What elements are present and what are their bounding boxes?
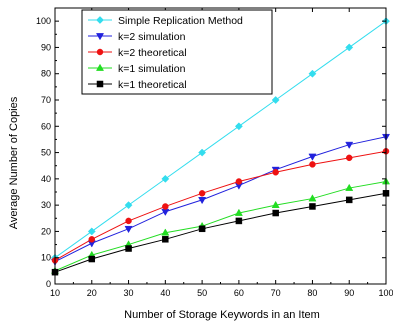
y-tick-label: 60: [41, 121, 51, 131]
data-point: [161, 208, 170, 217]
series-line: [54, 180, 387, 272]
x-tick-label: 50: [197, 288, 207, 298]
legend-label: Simple Replication Method: [118, 15, 243, 27]
data-point: [271, 200, 280, 208]
data-point: [308, 153, 317, 161]
data-point: [125, 245, 132, 252]
data-point: [235, 178, 243, 185]
x-tick-label: 80: [307, 288, 317, 298]
legend-label: k=1 theoretical: [118, 79, 187, 91]
data-point: [271, 96, 280, 104]
legend-entry: k=1 theoretical: [88, 79, 187, 91]
data-point: [198, 190, 206, 197]
data-point: [198, 225, 206, 233]
axes: 10 20 30 40 50 60 70 80 90 1000102030405060708090…: [36, 7, 393, 298]
data-point: [198, 197, 207, 205]
x-tick-label: 100: [378, 288, 393, 298]
data-point: [345, 154, 353, 162]
data-point: [125, 217, 132, 225]
series-line: [54, 150, 387, 261]
x-tick-label: 30: [124, 288, 134, 298]
x-axis-label: Number of Storage Keywords in an Item: [124, 309, 320, 321]
series-line: [54, 136, 387, 263]
legend-label: k=2 theoretical: [118, 47, 187, 59]
data-point: [124, 225, 133, 234]
series-1: [50, 133, 391, 266]
data-point: [162, 236, 169, 243]
series-line: [54, 192, 387, 273]
data-point: [308, 69, 317, 78]
y-tick-label: 0: [46, 279, 51, 289]
data-point: [124, 201, 133, 210]
data-point: [198, 148, 207, 157]
data-point: [308, 194, 317, 202]
x-tick-label: 70: [271, 288, 281, 298]
x-tick-label: 60: [234, 288, 244, 298]
data-point: [88, 255, 96, 263]
data-point: [272, 209, 279, 217]
y-tick-label: 50: [41, 148, 51, 158]
series-3: [50, 177, 391, 274]
legend-marker: [95, 33, 105, 41]
series-4: [51, 190, 390, 276]
legend: Simple Replication Method k=2 simulation k…: [81, 9, 273, 95]
series-line: [54, 20, 387, 259]
x-tick-label: 20: [87, 288, 97, 298]
series-2: [51, 148, 390, 264]
legend-entry: k=1 simulation: [88, 63, 186, 75]
legend-entry: Simple Replication Method: [88, 15, 243, 27]
data-point: [161, 174, 170, 183]
y-tick-label: 20: [41, 226, 51, 236]
data-point: [161, 228, 170, 236]
legend-entry: k=2 theoretical: [88, 47, 187, 59]
legend-marker: [96, 16, 104, 24]
x-tick-label: 90: [344, 288, 354, 298]
legend-label: k=2 simulation: [118, 31, 186, 43]
legend-marker: [96, 80, 104, 88]
y-tick-label: 80: [41, 69, 51, 79]
data-point: [345, 196, 353, 204]
legend-entry: k=2 simulation: [88, 31, 186, 43]
x-tick-label: 10: [50, 288, 60, 298]
y-axis-label: Average Number of Copies: [8, 96, 20, 229]
data-point: [162, 203, 169, 210]
y-tick-label: 10: [41, 253, 51, 263]
data-point: [234, 122, 243, 131]
data-point: [345, 141, 354, 149]
y-tick-label: 30: [41, 200, 51, 210]
data-point: [345, 43, 354, 52]
data-point: [88, 236, 96, 243]
data-point: [309, 203, 316, 210]
data-point: [234, 208, 243, 216]
legend-marker: [96, 48, 104, 56]
legend-marker: [95, 63, 105, 71]
legend-box: [81, 9, 273, 95]
x-tick-label: 40: [160, 288, 170, 298]
data-point: [235, 217, 243, 225]
data-point: [345, 183, 354, 191]
data-point: [272, 169, 279, 176]
data-point: [87, 227, 96, 236]
y-tick-label: 100: [36, 16, 51, 26]
legend-label: k=1 simulation: [118, 63, 186, 75]
y-tick-label: 90: [41, 42, 51, 52]
y-tick-label: 40: [41, 174, 51, 184]
y-tick-label: 70: [41, 95, 51, 105]
data-point: [309, 161, 316, 168]
